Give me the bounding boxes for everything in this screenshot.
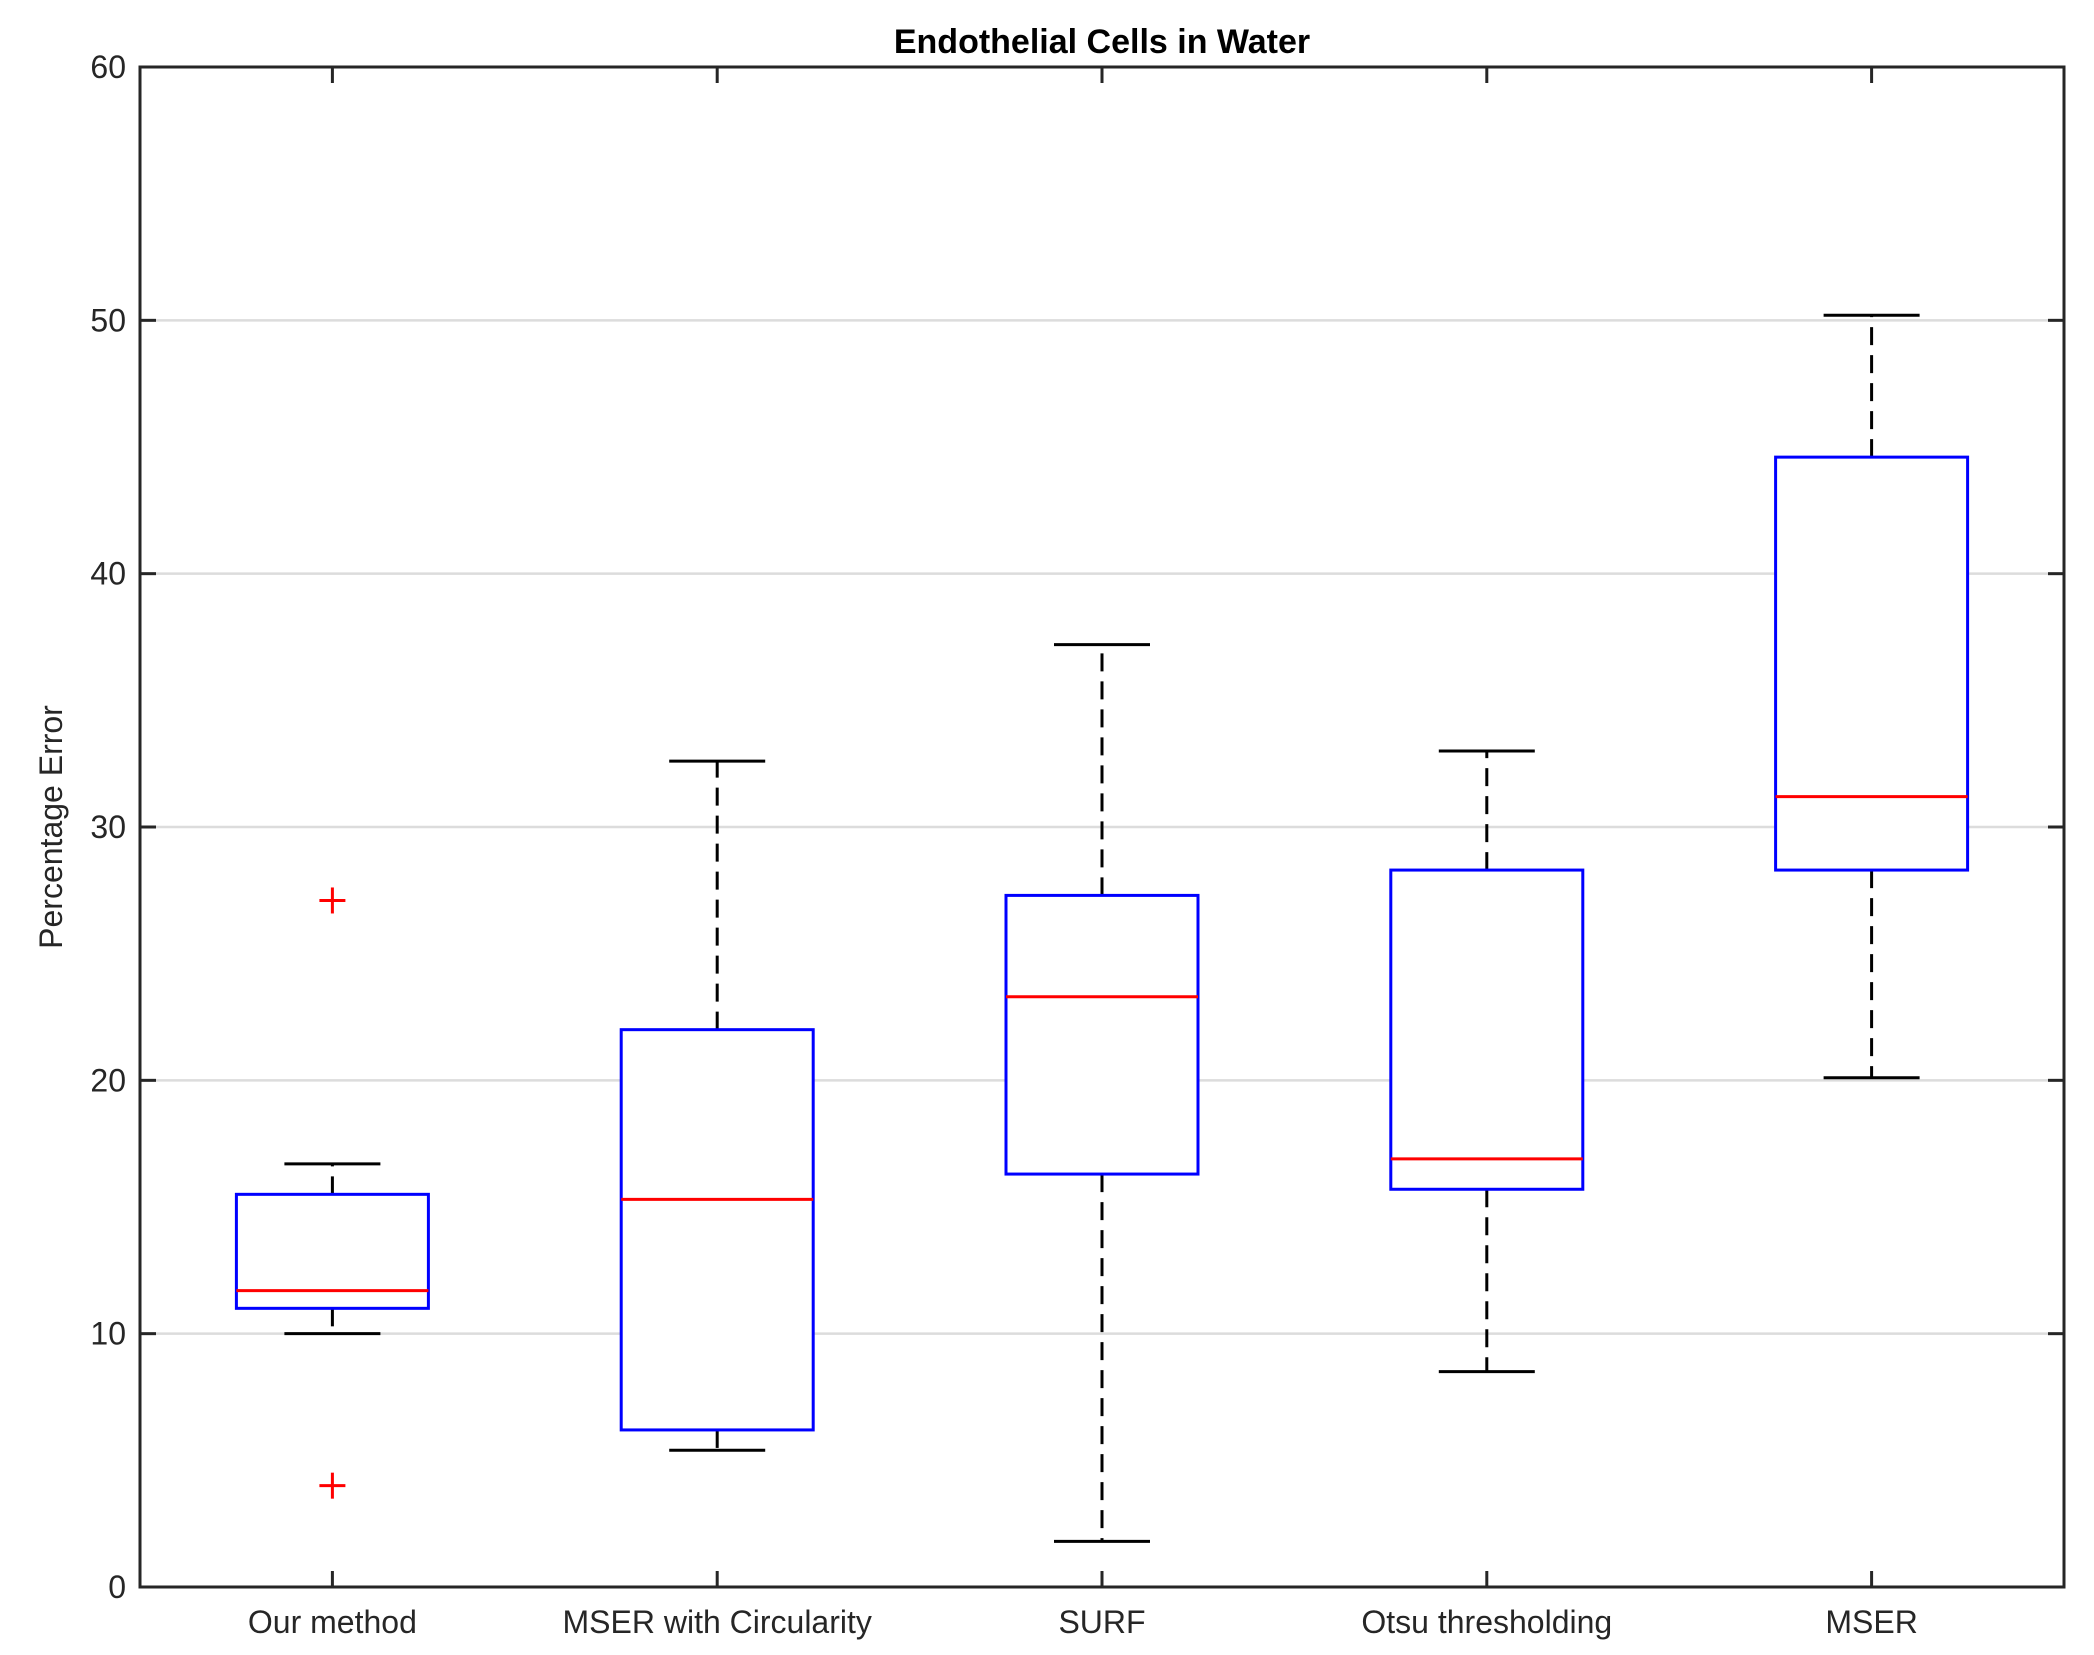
chart-title: Endothelial Cells in Water [894, 23, 1310, 61]
y-tick-label: 30 [90, 809, 126, 845]
interquartile-box [619, 1028, 815, 1432]
y-tick-label: 60 [90, 49, 126, 85]
interquartile-box [1004, 893, 1200, 1176]
y-tick-label: 20 [90, 1062, 126, 1098]
y-tick-label: 0 [108, 1569, 126, 1605]
x-tick-label: MSER with Circularity [563, 1604, 872, 1640]
box-group [1774, 313, 1970, 1080]
y-tick-label: 10 [90, 1316, 126, 1352]
box-group [1004, 643, 1200, 1543]
x-tick-label: Otsu thresholding [1361, 1604, 1612, 1640]
axes: 0 10 20 30 40 50 60 Our method MSER with Circula… [90, 49, 2064, 1640]
box-group [234, 887, 430, 1499]
interquartile-box [1774, 455, 1970, 872]
box-series [234, 313, 1970, 1543]
outlier-marker [319, 887, 346, 914]
y-tick-label: 40 [90, 556, 126, 592]
x-tick-label: Our method [248, 1604, 417, 1640]
interquartile-box [1389, 868, 1585, 1191]
y-axis-label: Percentage Error [33, 705, 69, 949]
x-tick-label: SURF [1058, 1604, 1145, 1640]
outlier-marker [319, 1472, 346, 1499]
y-tick-label: 50 [90, 302, 126, 338]
box-group [1389, 749, 1585, 1374]
box-group [619, 759, 815, 1452]
x-tick-label: MSER [1825, 1604, 1917, 1640]
